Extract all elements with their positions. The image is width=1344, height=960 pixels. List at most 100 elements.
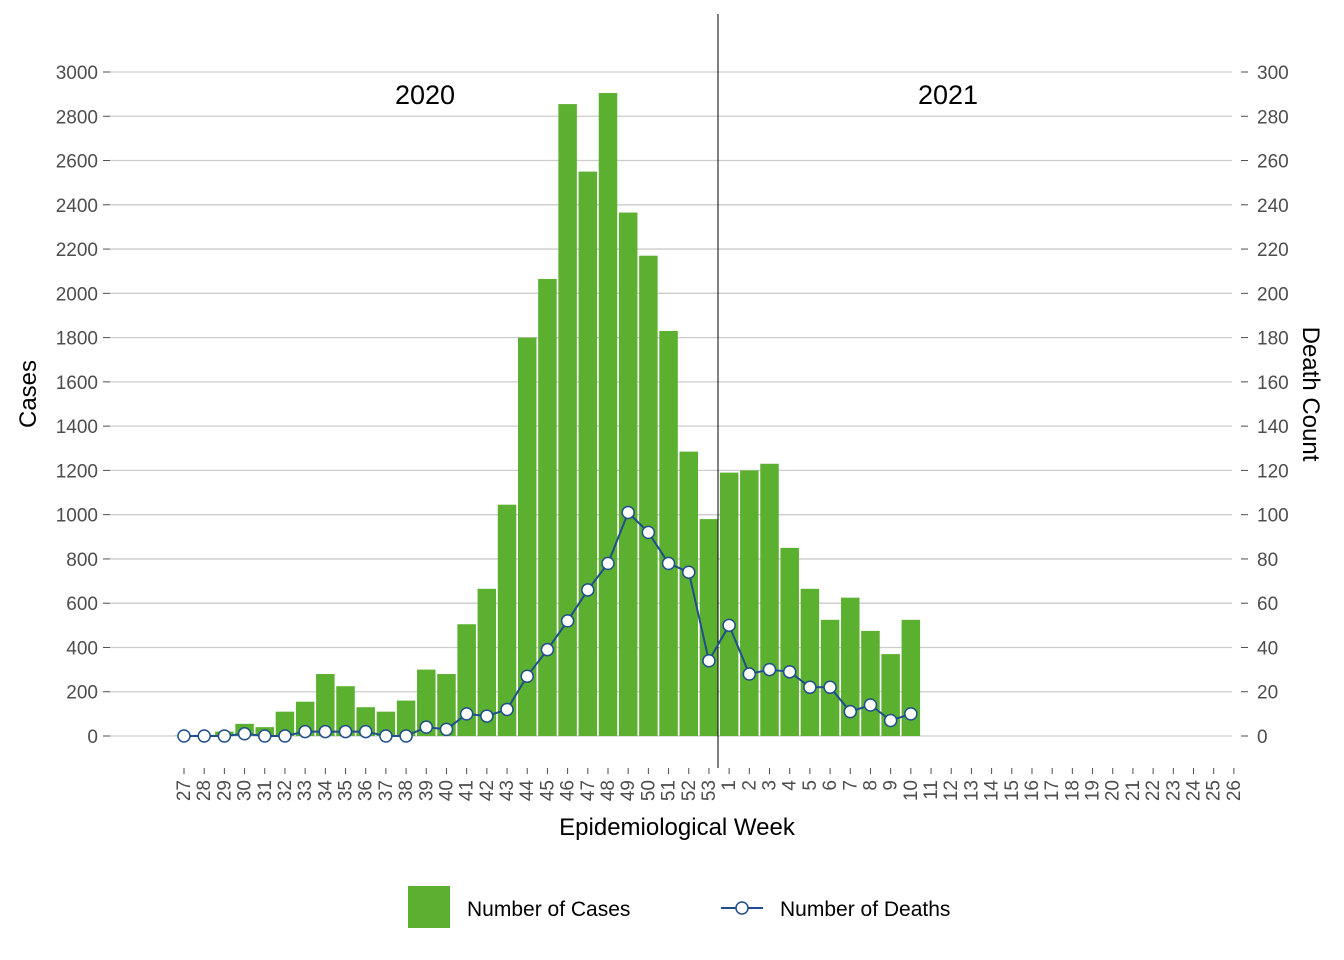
y2-tick-label: 80 xyxy=(1257,550,1278,571)
case-bar xyxy=(679,451,698,736)
y2-tick-label: 40 xyxy=(1257,638,1278,659)
x-tick-label: 39 xyxy=(416,780,437,801)
death-point xyxy=(399,729,413,743)
death-point xyxy=(338,724,353,739)
x-tick-label: 49 xyxy=(618,780,639,801)
death-point xyxy=(742,667,757,681)
x-tick-label: 23 xyxy=(1163,780,1184,801)
y2-tick-label: 160 xyxy=(1257,373,1289,394)
death-point xyxy=(177,729,191,743)
y2-tick-label: 300 xyxy=(1257,63,1289,84)
death-point xyxy=(601,556,615,571)
legend-deaths-label: Number of Deaths xyxy=(780,898,950,921)
y-tick-label: 1800 xyxy=(56,329,98,350)
x-tick-label: 10 xyxy=(901,780,922,801)
death-point xyxy=(702,653,716,668)
case-bar xyxy=(780,547,799,736)
x-tick-label: 52 xyxy=(679,780,700,801)
death-point xyxy=(682,565,696,579)
death-line xyxy=(177,505,918,743)
x-tick-label: 15 xyxy=(1002,780,1023,801)
case-bar xyxy=(497,504,517,736)
case-bar xyxy=(275,711,295,736)
right-axis: 0 20 40 60 80 100 120 140 160 180 200 220 240 260 280 3… xyxy=(1241,63,1289,748)
x-tick-label: 31 xyxy=(255,780,276,801)
death-point xyxy=(459,707,474,721)
y-tick-label: 400 xyxy=(66,638,98,659)
case-bar xyxy=(417,669,436,736)
death-point xyxy=(883,713,898,728)
x-tick-label: 42 xyxy=(477,780,498,801)
y-tick-label: 2000 xyxy=(56,284,98,305)
y-tick-label: 2600 xyxy=(56,152,98,173)
case-bar xyxy=(376,711,396,736)
death-point xyxy=(298,724,312,739)
death-point xyxy=(782,665,797,679)
death-point xyxy=(540,642,555,657)
x-tick-label: 50 xyxy=(638,780,659,801)
case-bar xyxy=(639,255,658,736)
x-tick-label: 20 xyxy=(1103,780,1124,801)
y2-tick-label: 100 xyxy=(1257,506,1289,527)
left-axis: 0 200 400 600 800 1000 1200 1400 1600 1800 2000 220… xyxy=(56,63,110,748)
x-tick-label: 32 xyxy=(275,780,296,801)
y2-tick-label: 240 xyxy=(1257,196,1289,217)
y2-tick-label: 120 xyxy=(1257,461,1289,482)
x-tick-label: 34 xyxy=(315,780,336,802)
x-tick-label: 45 xyxy=(537,780,558,801)
case-bar xyxy=(760,463,779,736)
x-tick-label: 9 xyxy=(881,780,902,791)
x-tick-label: 24 xyxy=(1184,780,1205,802)
y-tick-label: 3000 xyxy=(56,63,98,84)
x-tick-label: 37 xyxy=(376,780,397,801)
case-bar xyxy=(598,93,618,736)
death-point xyxy=(237,727,252,741)
y-tick-label: 200 xyxy=(66,683,98,704)
case-bar xyxy=(740,470,759,736)
x-tick-label: 2 xyxy=(739,780,760,791)
y2-tick-label: 140 xyxy=(1257,417,1289,438)
case-bars xyxy=(174,93,921,737)
y2-tick-label: 180 xyxy=(1257,329,1289,350)
x-tick-label: 41 xyxy=(457,780,478,801)
case-bar xyxy=(881,654,900,736)
x-tick-label: 8 xyxy=(860,780,881,791)
x-tick-label: 38 xyxy=(396,780,417,801)
x-tick-label: 36 xyxy=(356,780,377,801)
case-bar xyxy=(659,330,678,736)
death-point xyxy=(379,729,393,743)
death-point xyxy=(560,614,575,628)
case-bar xyxy=(538,278,557,736)
x-tick-label: 27 xyxy=(174,780,195,801)
y-tick-label: 2400 xyxy=(56,196,98,217)
x-tick-label: 35 xyxy=(336,780,357,801)
y-tick-label: 1200 xyxy=(56,461,98,482)
x-tick-label: 12 xyxy=(941,780,962,801)
x-tick-label: 3 xyxy=(760,780,781,791)
x-tick-label: 6 xyxy=(820,780,841,791)
x-tick-label: 26 xyxy=(1224,780,1245,801)
death-point xyxy=(520,669,534,683)
x-tick-label: 21 xyxy=(1123,780,1144,801)
case-bar xyxy=(719,472,739,736)
x-tick-label: 16 xyxy=(1022,780,1043,801)
death-point xyxy=(762,662,777,677)
case-bar xyxy=(861,630,880,736)
x-tick-label: 53 xyxy=(699,780,720,801)
x-tick-label: 22 xyxy=(1143,780,1164,801)
x-tick-label: 19 xyxy=(1083,780,1104,801)
case-bar xyxy=(578,171,598,737)
x-axis: 27 28 29 30 31 32 33 34 35 36 37 38 39 40 41 42 43 44 45 46… xyxy=(174,768,1245,801)
year-label-2020: 2020 xyxy=(395,80,455,110)
case-bar xyxy=(477,588,497,736)
death-point xyxy=(217,729,232,743)
death-point xyxy=(823,680,837,695)
death-point xyxy=(843,704,858,719)
death-point xyxy=(439,722,454,737)
y-tick-label: 1000 xyxy=(56,506,98,527)
case-bar xyxy=(517,337,537,736)
y2-tick-label: 280 xyxy=(1257,107,1289,128)
x-tick-label: 17 xyxy=(1042,780,1063,801)
death-point xyxy=(197,729,211,743)
y2-tick-label: 60 xyxy=(1257,594,1278,615)
